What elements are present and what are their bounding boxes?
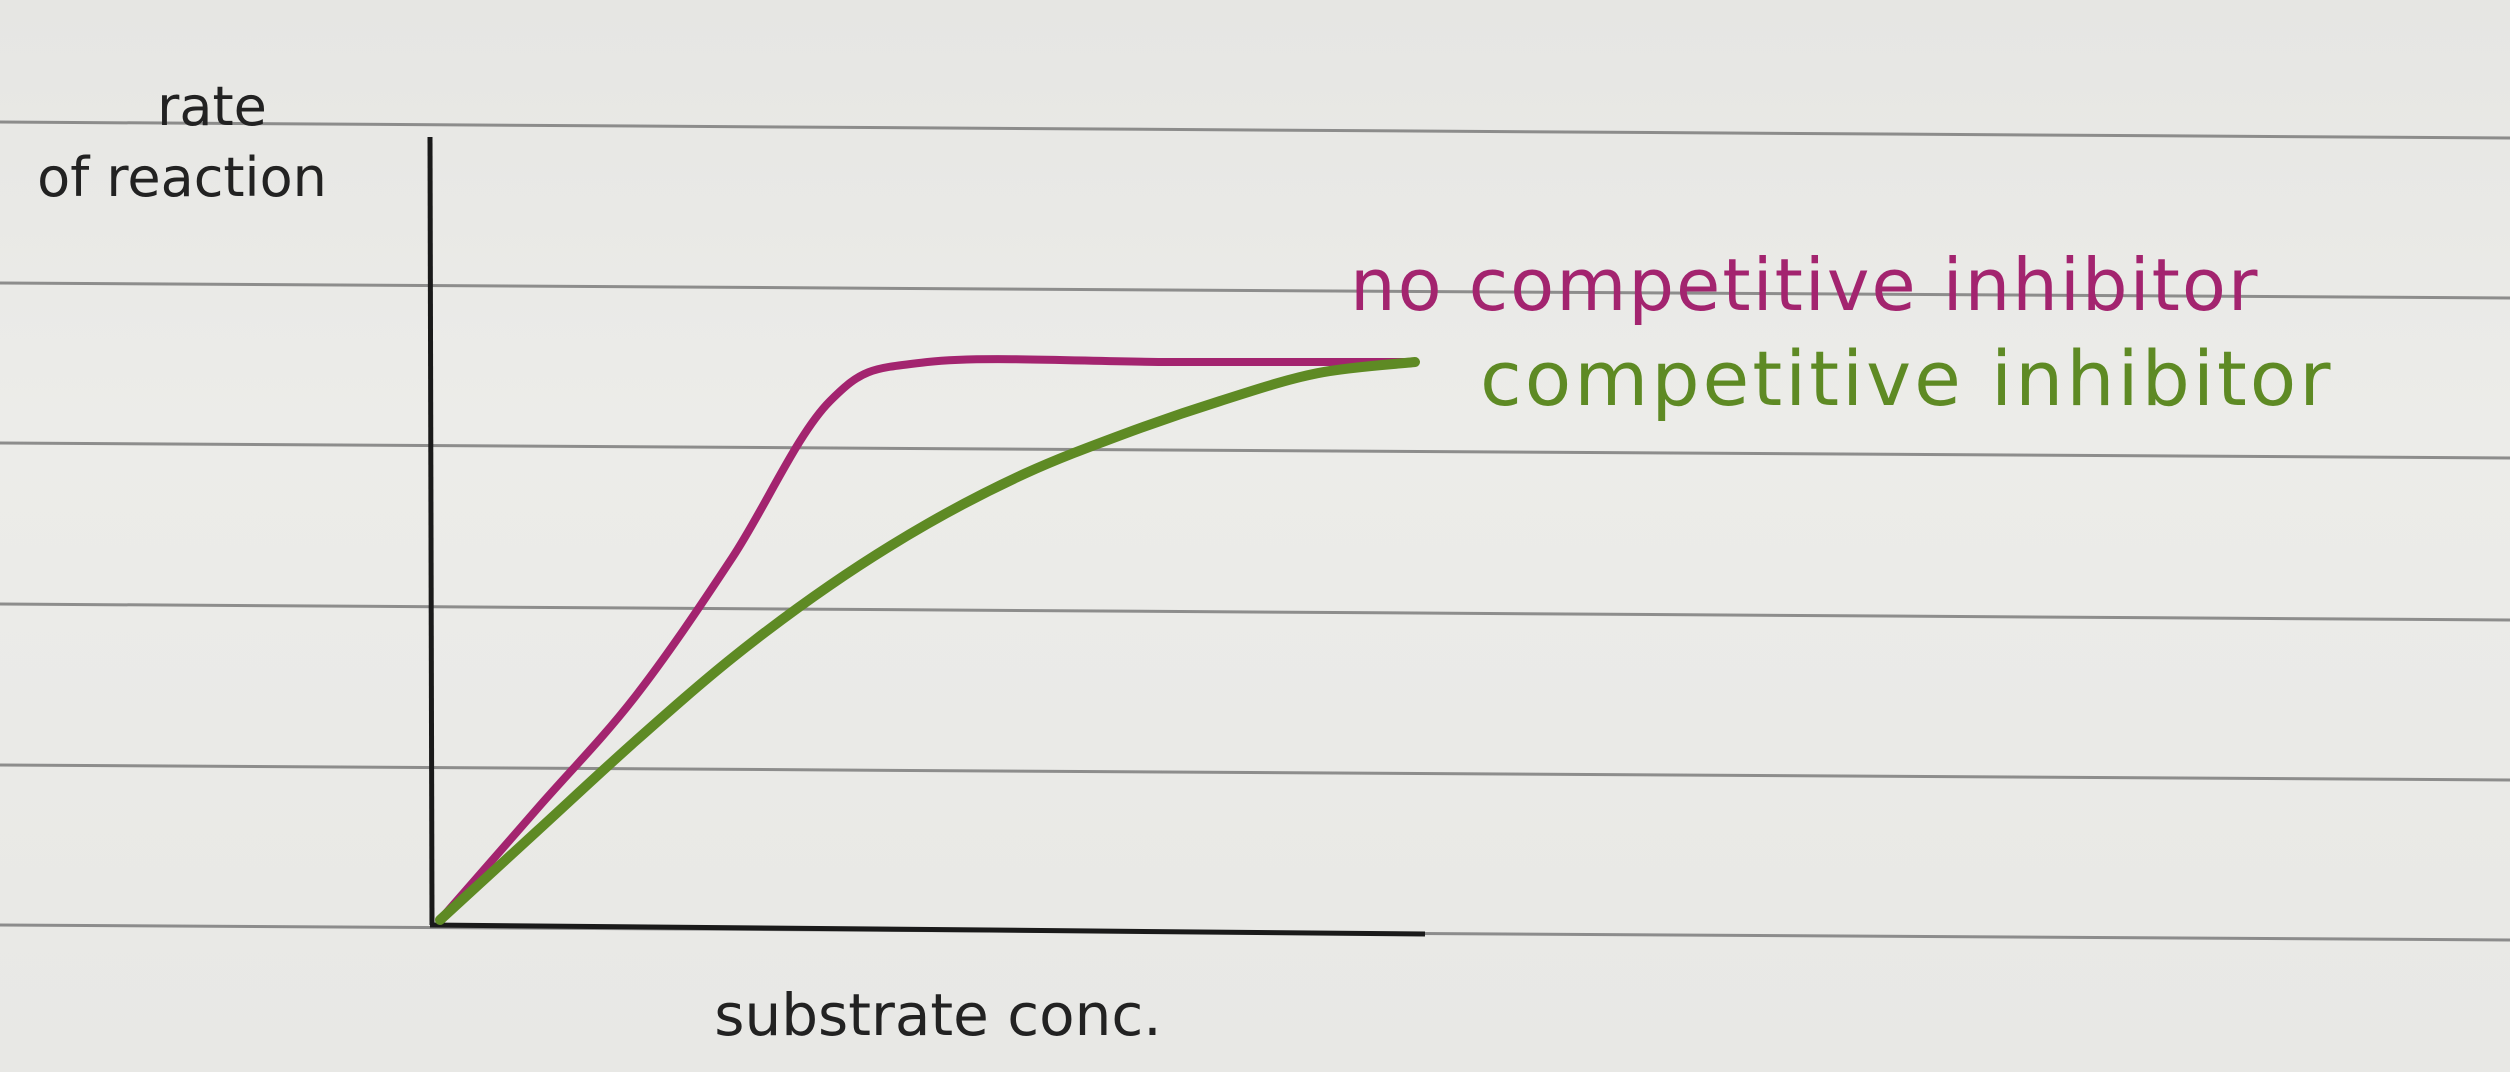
ruled-line xyxy=(0,763,2510,782)
ruled-line xyxy=(0,441,2510,460)
series-line-competitive-inhibitor xyxy=(435,357,1420,925)
y-axis-label-line-2: of reaction xyxy=(37,146,327,209)
series-label-competitive-inhibitor: competitive inhibitor xyxy=(1480,334,2334,423)
ruled-line xyxy=(0,281,2510,300)
y-axis-label-line-1: rate xyxy=(157,75,267,138)
series-label-no-competitive-inhibitor: no competitive inhibitor xyxy=(1350,243,2259,327)
ruled-line xyxy=(0,602,2510,622)
y-axis xyxy=(427,136,435,926)
series-line-no-competitive-inhibitor xyxy=(436,355,1419,924)
x-axis xyxy=(429,922,1426,937)
ruled-line xyxy=(0,120,2510,140)
x-axis-label: substrate conc. xyxy=(714,981,1161,1049)
